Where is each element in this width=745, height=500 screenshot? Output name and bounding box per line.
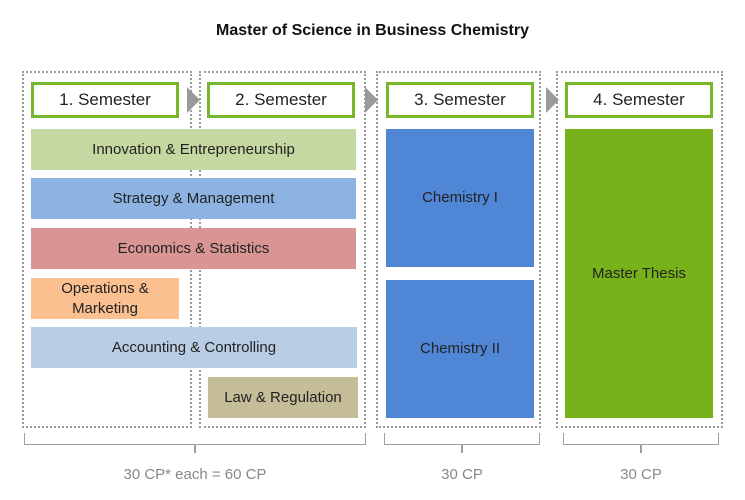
brace-semester-3 — [384, 433, 540, 445]
module-economics-statistics: Economics & Statistics — [31, 228, 356, 269]
semester-4-container — [556, 71, 723, 428]
module-innovation-entrepreneurship: Innovation & Entrepreneurship — [31, 129, 356, 170]
brace-first-year — [24, 433, 366, 445]
brace-semester-4 — [563, 433, 719, 445]
credits-semester-4: 30 CP — [620, 466, 662, 483]
brace-semester-3-tip — [461, 445, 463, 453]
module-chemistry-2: Chemistry II — [386, 280, 534, 418]
credits-semester-3: 30 CP — [441, 466, 483, 483]
semester-3-container — [376, 71, 541, 428]
module-strategy-management: Strategy & Management — [31, 178, 356, 219]
brace-first-year-tip — [194, 445, 196, 453]
arrow-2-to-3-icon — [365, 87, 378, 113]
credits-first-year: 30 CP* each = 60 CP — [123, 466, 267, 483]
module-accounting-controlling: Accounting & Controlling — [31, 327, 357, 368]
semester-1-header: 1. Semester — [31, 82, 179, 118]
diagram-title: Master of Science in Business Chemistry — [216, 22, 529, 39]
brace-semester-4-tip — [640, 445, 642, 453]
arrow-3-to-4-icon — [546, 87, 559, 113]
semester-4-header: 4. Semester — [565, 82, 713, 118]
semester-3-header: 3. Semester — [386, 82, 534, 118]
semester-2-header: 2. Semester — [207, 82, 355, 118]
module-master-thesis: Master Thesis — [565, 129, 713, 418]
module-law-regulation: Law & Regulation — [208, 377, 358, 418]
module-operations-marketing: Operations & Marketing — [31, 278, 179, 319]
arrow-1-to-2-icon — [187, 87, 200, 113]
module-chemistry-1: Chemistry I — [386, 129, 534, 267]
